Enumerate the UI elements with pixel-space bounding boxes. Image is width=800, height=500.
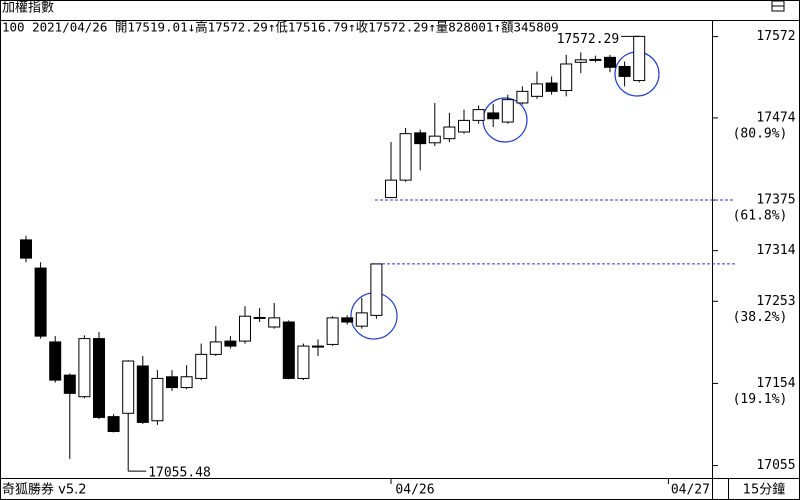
candle-body (93, 338, 105, 418)
candle-body (326, 317, 339, 345)
candle-body (63, 374, 76, 394)
candle-body (574, 59, 587, 63)
candle-body (122, 360, 135, 414)
candle-body (531, 83, 543, 97)
candle-body (472, 109, 485, 121)
candle-body (604, 56, 616, 68)
candle-body (443, 126, 456, 140)
y-tick-label: 17154 (756, 376, 795, 391)
candle-body (633, 35, 646, 82)
candle-body (516, 90, 529, 104)
annotation: 17572.29 (557, 32, 620, 47)
chart-title: 加權指數 (2, 1, 54, 16)
candle-body (239, 315, 251, 342)
ratio-label: (61.8%) (733, 209, 788, 224)
candle-body (312, 345, 324, 348)
candle-body (545, 82, 558, 92)
candle-body (355, 312, 368, 327)
x-tick-label: 04/27 (671, 483, 710, 498)
y-tick-label: 17055 (756, 458, 795, 473)
candle-body (136, 365, 149, 423)
ratio-label: (80.9%) (733, 126, 788, 141)
candle-body (487, 112, 500, 120)
candle-body (253, 316, 266, 319)
candle-body (268, 317, 281, 328)
candle-body (560, 63, 573, 92)
candle-body (166, 376, 178, 389)
candle-body (151, 377, 164, 422)
y-tick-label: 17572 (756, 29, 795, 44)
info-line: 100 2021/04/26 開17519.01↓高17572.29↑低1751… (2, 20, 559, 35)
candle-body (195, 353, 208, 379)
candle-body (297, 345, 310, 379)
y-tick-label: 17375 (756, 193, 795, 208)
ratio-label: (38.2%) (733, 310, 788, 325)
candle-body (589, 58, 602, 61)
annotation: 17055.48 (148, 466, 211, 481)
candle-body (414, 132, 427, 145)
candle-body (341, 317, 354, 323)
ratio-label: (19.1%) (733, 392, 788, 407)
candle-body (385, 179, 397, 199)
candle-body (399, 133, 412, 181)
candle-body (370, 263, 383, 316)
candle-body (180, 376, 193, 389)
candle-body (458, 119, 470, 133)
candle-body (49, 341, 62, 381)
candle-body (34, 267, 47, 337)
candle-body (209, 341, 222, 355)
candle-body (224, 340, 237, 347)
y-tick-label: 17314 (756, 243, 795, 258)
candle-body (107, 416, 120, 433)
y-tick-label: 17253 (756, 294, 795, 309)
candle-body (428, 135, 441, 144)
y-tick-label: 17474 (756, 110, 795, 125)
candle-body (78, 338, 91, 398)
candle-body (501, 99, 514, 123)
candle-body (618, 65, 631, 77)
candle-body (282, 321, 295, 379)
period: 15分鐘 (743, 482, 786, 498)
x-tick-label: 04/26 (395, 483, 434, 498)
brand: 奇狐勝券 v5.2 (2, 482, 87, 498)
candle-body (20, 239, 32, 259)
